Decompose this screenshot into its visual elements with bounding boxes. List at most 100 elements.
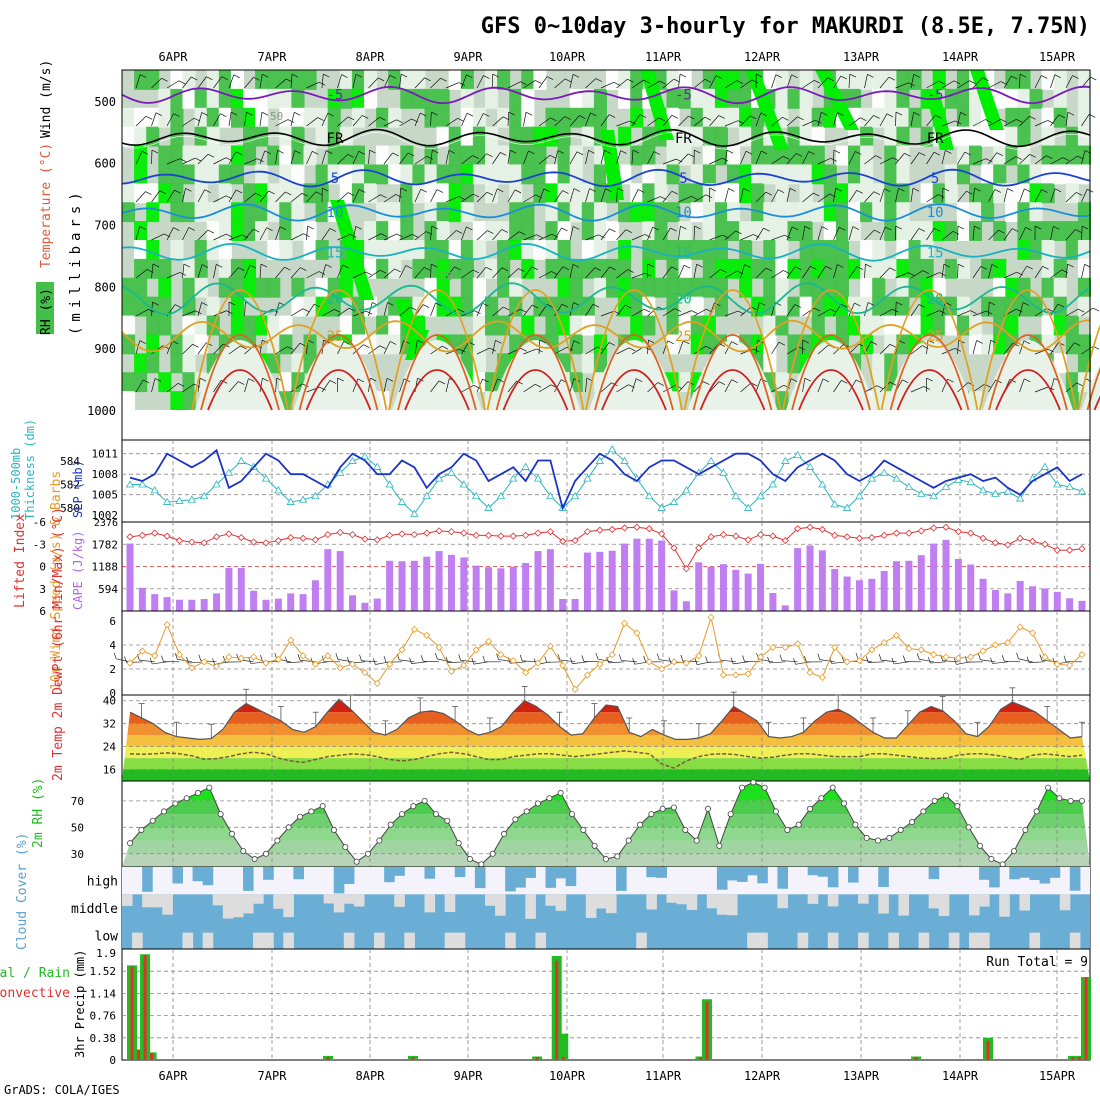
axis-tick-label: 580 (60, 502, 80, 515)
rh-cell (509, 202, 523, 223)
surface-barb (460, 659, 477, 663)
wind-barb (941, 302, 946, 317)
lifted-index-line-marker (744, 536, 752, 544)
wind-speed-line-marker (274, 655, 282, 663)
cape-bar (991, 590, 999, 611)
rh-cell (351, 70, 365, 90)
surface-barb-flag (632, 658, 635, 665)
lifted-index-line-marker (781, 536, 789, 545)
rh-cell (896, 240, 910, 260)
rh-cell (1053, 145, 1067, 166)
lifted-index-line-marker (212, 533, 221, 541)
thickness-line-marker (125, 480, 135, 488)
wind-barb-flag (1009, 378, 1016, 383)
rh-cell (448, 202, 462, 223)
ylabel-slp: SLP (mb) (71, 460, 85, 518)
ylabel-temperature-2m: 2m Temp 2m DewPt (6hr Min/Max) (°C) (51, 507, 66, 781)
wind-barb (786, 188, 791, 203)
contour-label: 5 (331, 171, 339, 187)
rh-grid (122, 781, 1090, 867)
wind-barb-flag (594, 267, 602, 271)
surface-barb-flag (643, 655, 646, 663)
wind-barb-flag (573, 302, 580, 306)
wind-barb (492, 116, 504, 127)
wind-barb-flag (389, 341, 397, 345)
bottom-date-labels: 6APR 7APR 8APR 9APR 10APR 11APR 12APR 13APR 14AP… (159, 1069, 1076, 1083)
cape-bar (769, 593, 777, 611)
wind-barb-flag (798, 346, 806, 351)
rh-cell (581, 353, 595, 374)
wind-barb (228, 189, 237, 203)
rh-cell (557, 277, 571, 298)
wind-barb-flag (503, 306, 510, 311)
surface-barb (447, 661, 464, 664)
thickness-line-marker (533, 474, 543, 482)
cape-bar (237, 567, 245, 611)
rh-line-marker (398, 811, 405, 818)
rh-cell (860, 315, 874, 336)
wind-barb (740, 150, 747, 165)
wind-barb-flag (143, 379, 150, 384)
warm-contour (880, 289, 979, 411)
wind-barb (383, 341, 391, 355)
lifted-index-line-marker (324, 531, 332, 539)
wind-barb-flag (576, 151, 584, 156)
rh-cell (1077, 145, 1091, 166)
surface-barb-flag (482, 655, 486, 662)
rh-cell (243, 145, 257, 166)
rh-line-marker (580, 826, 587, 833)
warm-contour (289, 289, 388, 411)
wind-barb (755, 191, 767, 203)
cape-bar (274, 598, 282, 611)
rh-cell (944, 221, 958, 241)
wind-barb (678, 340, 684, 355)
rh-line-marker (274, 837, 281, 844)
warm-contour (200, 334, 280, 411)
rh-line-marker (875, 837, 882, 844)
wind-barb-flag (753, 234, 760, 238)
thickness-line-marker (743, 503, 753, 511)
lifted-index-line-marker (410, 531, 418, 539)
wind-barb (135, 191, 146, 203)
wind-barb-flag (472, 269, 480, 274)
rh-cell (545, 315, 559, 336)
precip-conv-bar (143, 954, 147, 1060)
rh-cell (509, 183, 523, 204)
bottom-date-label: 10APR (549, 1069, 586, 1083)
wind-barb (1034, 189, 1042, 203)
wind-barb (988, 301, 990, 317)
low-gap (757, 932, 768, 949)
high-cloud (545, 867, 557, 888)
wind-barb-flag (441, 345, 449, 350)
top-date-label: 8APR (356, 50, 386, 64)
rh-cell (243, 258, 257, 279)
rh-cell (230, 221, 244, 241)
wind-barb-flag (705, 345, 712, 350)
high-cloud (142, 867, 153, 892)
wind-barb-flag (1025, 227, 1032, 231)
rh-cell (1053, 107, 1067, 128)
wind-barb (895, 153, 905, 165)
wind-barb-flag (358, 150, 365, 155)
wind-speed-line-marker (546, 642, 554, 650)
rh-line-marker (829, 784, 836, 791)
wind-speed-line-marker (794, 640, 802, 648)
wind-barb-flag (840, 75, 847, 80)
axis-tick-label: 6 (109, 615, 116, 628)
wind-barb-flag (152, 263, 160, 268)
thickness-line-marker (842, 503, 852, 511)
wind-barb (926, 80, 939, 89)
rh-line-marker (569, 811, 576, 818)
thickness-line-marker (706, 456, 716, 464)
rh-cell (690, 126, 704, 147)
wind-barb (817, 226, 823, 241)
wind-barb (1034, 155, 1047, 165)
rh-cell (763, 70, 777, 90)
rh-cell (908, 70, 922, 90)
wind-barb-flag (204, 189, 211, 194)
mid-gap (424, 894, 436, 913)
wind-barb (507, 81, 521, 89)
wind-barb-flag (531, 266, 539, 271)
wind-barb (476, 266, 487, 279)
ylabel-rh-2m: 2m RH (%) (31, 778, 46, 848)
